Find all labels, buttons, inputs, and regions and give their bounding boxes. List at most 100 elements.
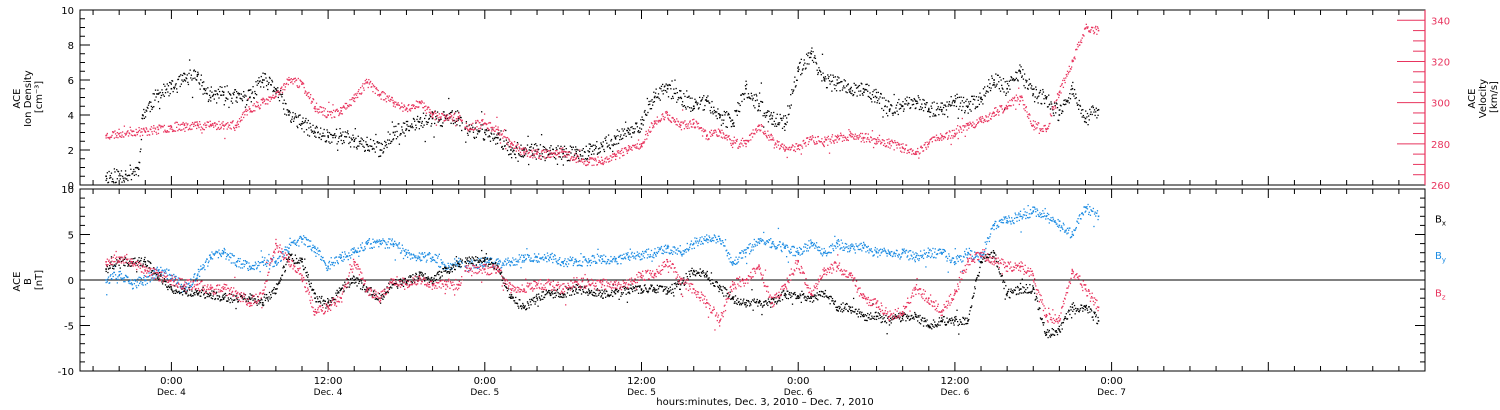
velocity-point — [941, 139, 943, 141]
velocity-point — [828, 138, 830, 140]
velocity-point — [261, 99, 264, 101]
velocity-point — [378, 95, 381, 97]
velocity-point — [839, 135, 841, 137]
density-point — [830, 81, 832, 83]
density-point — [297, 116, 299, 118]
velocity-point — [847, 139, 849, 142]
velocity-point — [235, 126, 238, 129]
velocity-point — [568, 154, 570, 156]
by-point — [673, 246, 676, 248]
density-point — [292, 120, 295, 122]
density-point — [386, 139, 389, 141]
velocity-point — [823, 140, 826, 143]
velocity-point — [628, 147, 630, 149]
velocity-point — [235, 124, 238, 127]
density-point — [1036, 96, 1039, 98]
density-point — [502, 148, 505, 150]
velocity-point — [1019, 95, 1021, 98]
velocity-point — [433, 111, 435, 114]
density-point — [374, 151, 376, 153]
velocity-point — [536, 149, 539, 151]
velocity-point — [879, 140, 881, 142]
velocity-point — [873, 138, 875, 140]
density-point — [181, 79, 183, 81]
velocity-point — [340, 113, 342, 115]
velocity-point — [385, 101, 388, 103]
velocity-point — [184, 127, 187, 129]
by-point — [614, 260, 616, 263]
by-point — [304, 236, 306, 239]
velocity-point — [859, 135, 861, 138]
velocity-point — [1073, 57, 1075, 59]
density-point — [915, 107, 917, 109]
velocity-point — [751, 132, 753, 134]
by-point — [442, 261, 444, 263]
by-point — [403, 249, 405, 252]
velocity-point — [633, 144, 636, 147]
by-point — [363, 249, 365, 251]
density-tick-label: 6 — [68, 76, 74, 87]
density-point — [727, 114, 729, 116]
velocity-point — [937, 136, 939, 139]
density-point — [105, 179, 107, 182]
velocity-point — [216, 123, 218, 125]
density-point — [455, 110, 457, 113]
velocity-point — [305, 94, 308, 96]
density-point — [170, 82, 172, 84]
by-point — [354, 251, 356, 253]
density-point — [322, 135, 325, 137]
velocity-point — [785, 148, 787, 150]
density-point — [698, 107, 700, 109]
velocity-point — [739, 146, 741, 148]
density-point — [671, 95, 674, 98]
density-point — [451, 111, 453, 113]
density-point — [310, 129, 312, 131]
density-point — [893, 93, 895, 96]
velocity-point — [394, 106, 396, 108]
by-point — [413, 254, 415, 256]
density-point — [330, 134, 332, 136]
velocity-point — [681, 109, 684, 111]
by-point — [423, 256, 425, 259]
density-point — [413, 118, 415, 121]
density-point — [579, 153, 582, 156]
velocity-point — [616, 155, 618, 157]
velocity-point — [383, 91, 385, 94]
density-point — [858, 84, 861, 87]
by-point — [480, 257, 482, 260]
density-point — [829, 83, 831, 85]
density-point — [990, 87, 992, 89]
density-point — [1001, 87, 1003, 89]
by-point — [253, 264, 255, 267]
by-point — [662, 252, 664, 255]
velocity-point — [529, 156, 532, 158]
velocity-point — [724, 137, 726, 140]
by-point — [767, 241, 770, 244]
by-point — [297, 240, 299, 242]
density-point — [757, 109, 760, 111]
by-point — [388, 247, 391, 249]
density-point — [789, 107, 791, 109]
by-point — [309, 245, 311, 247]
density-point — [801, 72, 803, 75]
density-point — [868, 84, 870, 87]
velocity-point — [166, 131, 168, 133]
velocity-point — [844, 136, 847, 138]
velocity-point — [896, 147, 898, 149]
density-point — [606, 142, 608, 144]
velocity-point — [254, 110, 256, 112]
density-point — [895, 107, 897, 109]
velocity-point — [135, 128, 137, 131]
density-point — [276, 90, 278, 92]
by-point — [600, 262, 603, 264]
by-point — [651, 260, 653, 262]
velocity-point — [106, 132, 108, 135]
density-point — [137, 168, 140, 171]
by-point — [141, 283, 143, 285]
density-point — [619, 138, 621, 141]
density-point — [1085, 121, 1087, 124]
density-point — [411, 125, 413, 128]
density-point — [832, 74, 834, 76]
by-point — [342, 256, 345, 258]
